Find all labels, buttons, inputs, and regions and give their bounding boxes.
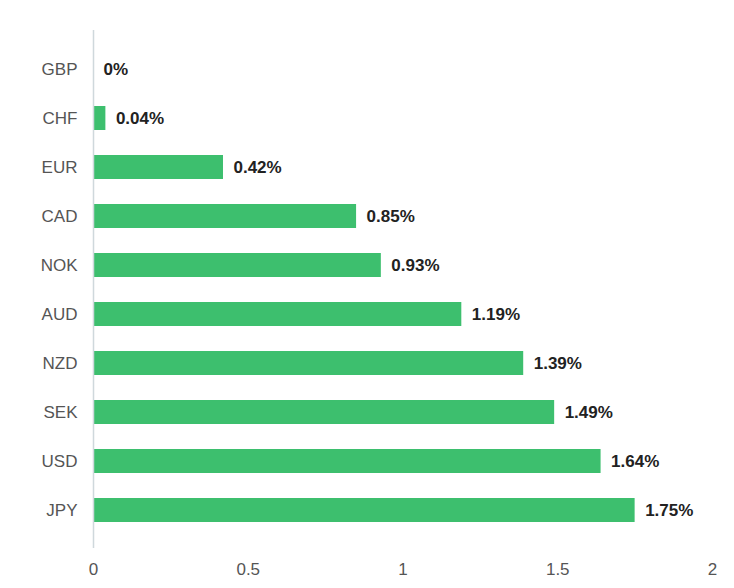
svg-text:GBP: GBP <box>42 60 78 79</box>
svg-text:JPY: JPY <box>46 501 77 520</box>
svg-text:1.5: 1.5 <box>546 560 570 579</box>
svg-text:0.93%: 0.93% <box>391 256 439 275</box>
svg-text:CAD: CAD <box>42 207 78 226</box>
svg-text:0.04%: 0.04% <box>116 109 164 128</box>
svg-text:0.5: 0.5 <box>236 560 260 579</box>
svg-text:NZD: NZD <box>43 354 78 373</box>
svg-text:NOK: NOK <box>41 256 79 275</box>
svg-text:0%: 0% <box>104 60 129 79</box>
svg-text:EUR: EUR <box>42 158 78 177</box>
svg-text:1.64%: 1.64% <box>611 452 659 471</box>
svg-text:1.75%: 1.75% <box>645 501 693 520</box>
svg-text:1.39%: 1.39% <box>534 354 582 373</box>
svg-text:1: 1 <box>398 560 407 579</box>
svg-text:1.49%: 1.49% <box>565 403 613 422</box>
svg-text:AUD: AUD <box>42 305 78 324</box>
svg-text:USD: USD <box>42 452 78 471</box>
svg-text:2: 2 <box>708 560 717 579</box>
svg-text:0.85%: 0.85% <box>367 207 415 226</box>
svg-text:1.19%: 1.19% <box>472 305 520 324</box>
svg-text:0: 0 <box>89 560 98 579</box>
svg-text:0.42%: 0.42% <box>233 158 281 177</box>
svg-text:CHF: CHF <box>43 109 78 128</box>
svg-text:SEK: SEK <box>43 403 78 422</box>
